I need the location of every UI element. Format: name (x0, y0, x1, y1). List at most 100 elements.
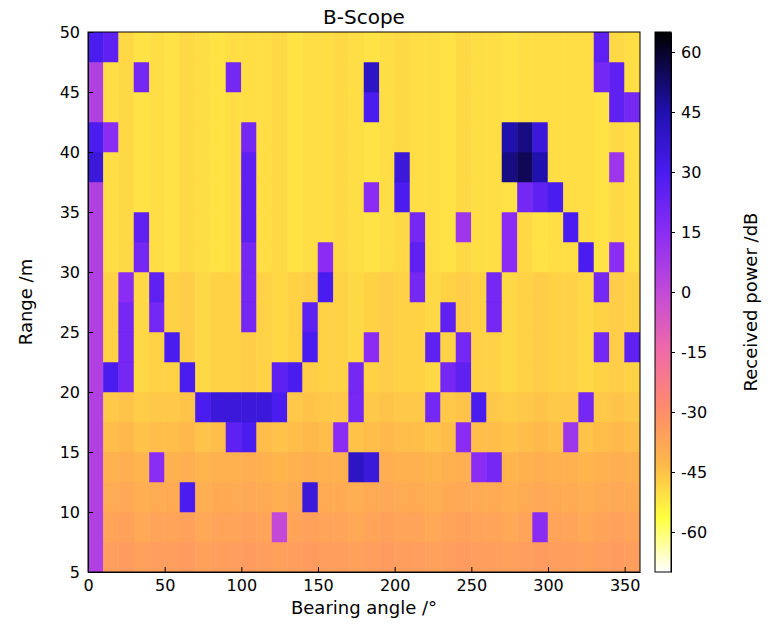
cell (410, 32, 425, 62)
cell (88, 152, 103, 182)
cell (287, 482, 302, 512)
tick: 0 (671, 283, 691, 302)
cell (594, 32, 609, 62)
cell (303, 182, 318, 212)
cell (533, 422, 548, 452)
cell (609, 362, 624, 392)
cell (379, 512, 394, 542)
cell (410, 152, 425, 182)
cell (379, 92, 394, 122)
cell (272, 122, 287, 152)
cell (257, 332, 272, 362)
tick-mark (471, 567, 472, 572)
cell (287, 212, 302, 242)
cell (456, 242, 471, 272)
cell (149, 392, 164, 422)
cell (303, 392, 318, 422)
tick-label: 35 (60, 203, 80, 222)
cell (287, 152, 302, 182)
cell (211, 332, 226, 362)
tick-mark (88, 452, 93, 453)
cell (364, 62, 379, 92)
cell (441, 212, 456, 242)
cell (533, 482, 548, 512)
tick-mark (88, 272, 93, 273)
cell (456, 92, 471, 122)
cell (318, 32, 333, 62)
cell (257, 182, 272, 212)
cell (349, 302, 364, 332)
tick-mark (88, 572, 93, 573)
cell (441, 272, 456, 302)
cell (502, 152, 517, 182)
cell (625, 182, 640, 212)
cell (165, 512, 180, 542)
cells (88, 32, 640, 572)
cell (287, 242, 302, 272)
cell (379, 542, 394, 572)
cell (441, 122, 456, 152)
cell (471, 32, 486, 62)
cell (533, 152, 548, 182)
colorbar (655, 32, 671, 572)
cell (487, 32, 502, 62)
cell (180, 332, 195, 362)
cell (425, 512, 440, 542)
tick-label: 0 (83, 576, 93, 595)
cell (180, 182, 195, 212)
cell (609, 182, 624, 212)
x-axis: 050100150200250300350 (83, 567, 640, 595)
cell (257, 482, 272, 512)
cell (364, 152, 379, 182)
cell (211, 362, 226, 392)
cell (119, 242, 134, 272)
cell (180, 242, 195, 272)
cell (272, 392, 287, 422)
cell (471, 182, 486, 212)
cell (180, 482, 195, 512)
cell (134, 32, 149, 62)
cell (579, 452, 594, 482)
tick-mark (88, 392, 93, 393)
cell (364, 362, 379, 392)
tick-mark (671, 472, 675, 473)
cell (395, 182, 410, 212)
cell (563, 242, 578, 272)
cell (456, 272, 471, 302)
cell (303, 422, 318, 452)
cell (149, 482, 164, 512)
cell (303, 242, 318, 272)
cell (241, 542, 256, 572)
cell (287, 392, 302, 422)
tick: 30 (671, 163, 701, 182)
cell (502, 482, 517, 512)
cell (226, 452, 241, 482)
cell (349, 62, 364, 92)
cell (548, 422, 563, 452)
cell (211, 62, 226, 92)
cell (533, 62, 548, 92)
cell (517, 332, 532, 362)
cell (119, 392, 134, 422)
cell (487, 482, 502, 512)
cell (103, 122, 118, 152)
cell (180, 302, 195, 332)
cell (487, 392, 502, 422)
cell (333, 32, 348, 62)
cell (303, 152, 318, 182)
cell (425, 392, 440, 422)
cell (579, 362, 594, 392)
cell (548, 62, 563, 92)
cell (502, 332, 517, 362)
cell (272, 212, 287, 242)
cell (517, 212, 532, 242)
cell (149, 542, 164, 572)
cell (425, 62, 440, 92)
cell (548, 332, 563, 362)
cell (548, 32, 563, 62)
cell (625, 392, 640, 422)
cell (533, 212, 548, 242)
tick: 60 (671, 43, 701, 62)
cell (456, 482, 471, 512)
cell (149, 362, 164, 392)
